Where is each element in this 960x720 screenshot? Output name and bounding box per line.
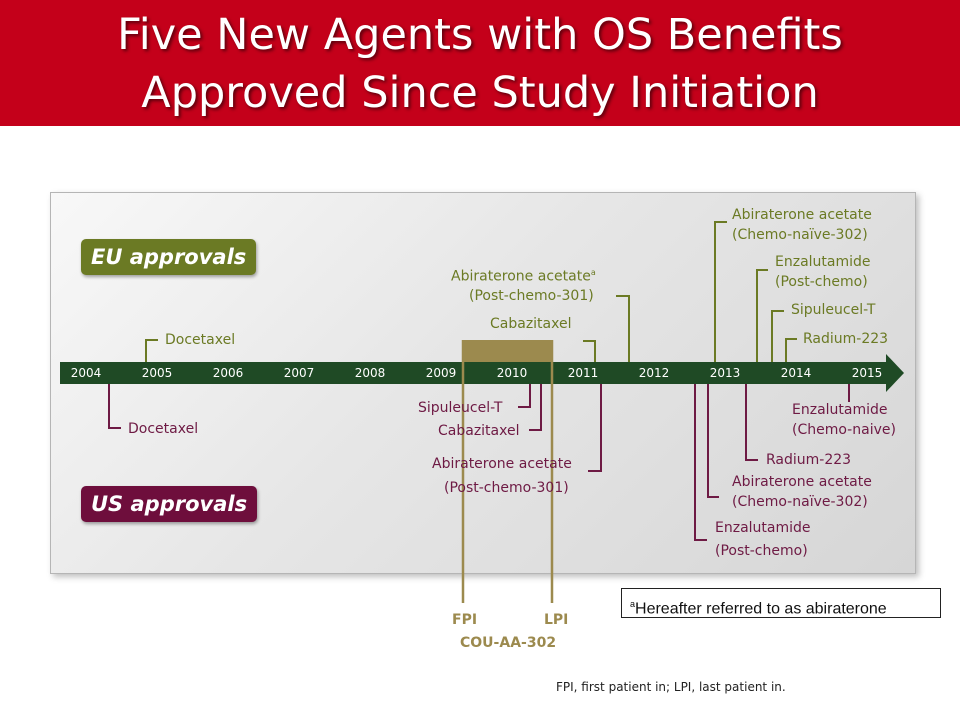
us-connector-docetaxel [108,384,121,429]
title-line-1: Five New Agents with OS Benefits [117,10,843,60]
us-connector-abiraterone-naive [707,384,719,498]
eu-enzalutamide-post-label-1: Enzalutamide [775,254,871,270]
footnote-box: aHereafter referred to as abiraterone [621,588,941,618]
us-enzalutamide-post-label-2: (Post-chemo) [715,543,808,559]
fpi-label: FPI [452,612,478,628]
year-label: 2008 [354,366,386,380]
footnote-text: Hereafter referred to as abiraterone [635,600,887,618]
us-cabazitaxel-label: Cabazitaxel [438,423,520,439]
eu-radium-label: Radium-223 [803,331,889,347]
eu-connector-abiraterone-naive [714,221,727,362]
eu-enzalutamide-post-label-2: (Post-chemo) [775,274,868,290]
eu-abiraterone-post-label-2: (Post-chemo-301) [469,288,594,304]
eu-abiraterone-naive-label-1: Abiraterone acetate [732,207,872,223]
abbreviations-note: FPI, first patient in; LPI, last patient… [556,680,786,694]
us-connector-cabazitaxel [529,384,542,431]
year-label: 2009 [425,366,457,380]
eu-connector-abiraterone-post [616,295,630,362]
us-connector-abiraterone-post [588,384,602,472]
lpi-label: LPI [544,612,569,628]
footnote-box-marker: a [630,599,636,609]
eu-connector-radium [785,338,797,362]
us-abiraterone-post-label-1: Abiraterone acetate [432,456,572,472]
eu-abiraterone-post-label-1: Abiraterone acetatea [451,268,596,285]
us-radium-label: Radium-223 [766,452,852,468]
year-label: 2011 [567,366,599,380]
eu-docetaxel-label: Docetaxel [165,332,236,348]
us-connector-radium [745,384,758,461]
title-line-2: Approved Since Study Initiation [141,68,819,118]
us-docetaxel-label: Docetaxel [128,421,199,437]
year-label: 2015 [851,366,883,380]
us-connector-sipuleucel [518,384,531,408]
year-label: 2004 [70,366,102,380]
year-label: 2005 [141,366,173,380]
us-enzalutamide-post-label-1: Enzalutamide [715,520,811,536]
study-window-bar [462,340,553,364]
us-approvals-badge: US approvals [81,486,258,522]
study-name-label: COU-AA-302 [460,635,557,651]
eu-abiraterone-naive-label-2: (Chemo-naïve-302) [732,227,868,243]
year-label: 2010 [496,366,528,380]
year-label: 2014 [780,366,812,380]
timeline-arrow-shaft [60,362,888,384]
eu-sipuleucel-label: Sipuleucel-T [791,302,876,318]
us-abiraterone-post-label-2: (Post-chemo-301) [444,480,569,496]
us-enzalutamide-naive-label-1: Enzalutamide [792,402,888,418]
us-abiraterone-naive-label-1: Abiraterone acetate [732,474,872,490]
footnote-marker: a [590,268,596,277]
us-enzalutamide-naive-label-2: (Chemo-naive) [792,422,896,438]
timeline-arrow-head [886,354,904,392]
year-label: 2007 [283,366,315,380]
eu-cabazitaxel-label: Cabazitaxel [490,316,572,332]
eu-connector-docetaxel [145,339,158,362]
year-label: 2013 [709,366,741,380]
us-abiraterone-naive-label-2: (Chemo-naïve-302) [732,494,868,510]
us-sipuleucel-label: Sipuleucel-T [418,400,503,416]
year-label: 2006 [212,366,244,380]
eu-approvals-badge: EU approvals [81,239,257,275]
eu-connector-enzalutamide-post [756,269,768,362]
title-banner: Five New Agents with OS Benefits Approve… [0,0,960,126]
year-label: 2012 [638,366,670,380]
eu-connector-sipuleucel [771,310,784,362]
us-connector-enzalutamide-post [694,384,707,541]
eu-connector-cabazitaxel [583,340,596,362]
